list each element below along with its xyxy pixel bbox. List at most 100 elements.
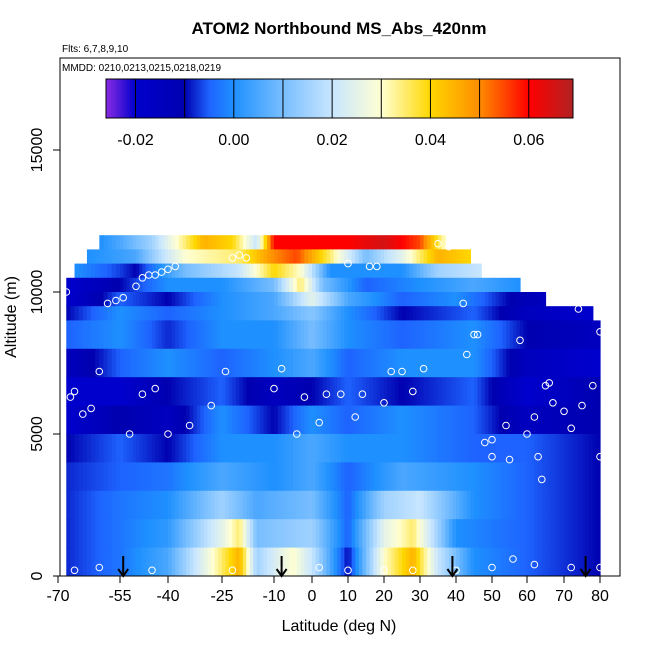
sample-point [409, 387, 417, 396]
colorbar-tick-label: -0.02 [117, 132, 154, 149]
heatmap-cell [82, 377, 88, 407]
heatmap-cell [304, 377, 309, 407]
heatmap-cell [319, 235, 324, 250]
heatmap-cell [355, 434, 360, 463]
heatmap-cell [152, 292, 156, 307]
heatmap-cell [296, 490, 302, 520]
heatmap-cell [398, 277, 403, 293]
heatmap-cell [218, 320, 223, 350]
heatmap-cell [214, 377, 219, 407]
heatmap-cell [456, 348, 461, 378]
heatmap-cell [441, 320, 446, 350]
heatmap-cell [228, 490, 233, 520]
heatmap-cell [326, 277, 331, 293]
heatmap-cell [115, 434, 121, 463]
heatmap-cell [171, 547, 176, 576]
heatmap-cell [222, 320, 227, 350]
heatmap-cell [207, 235, 212, 250]
heatmap-cell [196, 519, 201, 549]
heatmap-cell [182, 434, 187, 463]
heatmap-cell [123, 249, 127, 265]
heatmap-cell [95, 306, 100, 321]
sample-point [502, 421, 510, 430]
heatmap-cell [171, 348, 176, 378]
heatmap-cell [592, 377, 597, 407]
heatmap-cell [355, 235, 360, 250]
heatmap-cell [200, 235, 205, 250]
heatmap-cell [107, 277, 113, 293]
sample-point [373, 262, 381, 271]
heatmap-cell [145, 320, 150, 350]
heatmap-cell [312, 235, 317, 250]
heatmap-cell [578, 462, 583, 492]
heatmap-cell [315, 547, 320, 576]
heatmap-cell [218, 377, 223, 407]
heatmap-cell [556, 490, 561, 520]
heatmap-cell [589, 434, 594, 463]
heatmap-cell [344, 519, 349, 549]
heatmap-cell [126, 348, 131, 378]
heatmap-cell [246, 348, 251, 378]
heatmap-cell [277, 405, 283, 435]
heatmap-cell [409, 519, 414, 549]
x-tick-label: 50 [483, 588, 501, 605]
heatmap-cell [520, 490, 525, 520]
heatmap-cell [499, 519, 504, 549]
heatmap-cell [438, 263, 443, 279]
heatmap-cell [225, 377, 230, 407]
heatmap-cell [242, 235, 247, 250]
heatmap-cell [337, 277, 342, 293]
heatmap-cell [567, 462, 572, 492]
heatmap-cell [474, 547, 479, 576]
heatmap-cell [158, 490, 163, 520]
heatmap-cell [91, 377, 96, 407]
heatmap-cell [380, 462, 385, 492]
heatmap-cell [256, 547, 261, 576]
heatmap-cell [495, 490, 500, 520]
heatmap-cell [333, 249, 338, 265]
x-tick-label: -70 [46, 588, 69, 605]
heatmap-cell [333, 490, 338, 520]
heatmap-cell [274, 490, 279, 520]
heatmap-cell [161, 405, 166, 435]
heatmap-cell [409, 306, 414, 321]
heatmap-cell [477, 434, 482, 463]
heatmap-cell [585, 434, 590, 463]
heatmap-cell [129, 405, 134, 435]
heatmap-cell [589, 462, 594, 492]
flights-label: Flts: 6,7,8,9,10 [62, 44, 129, 55]
heatmap-cell [239, 490, 244, 520]
heatmap-cell [136, 292, 140, 307]
heatmap-cell [222, 405, 227, 435]
heatmap-cell [596, 490, 601, 520]
heatmap-cell [509, 292, 514, 307]
heatmap-cell [463, 377, 468, 407]
heatmap-cell [139, 277, 143, 293]
heatmap-cell [545, 377, 550, 407]
heatmap-cell [416, 292, 421, 307]
heatmap-cell [129, 235, 134, 250]
heatmap-cell [308, 263, 313, 279]
heatmap-cell [178, 377, 183, 407]
heatmap-cell [326, 519, 331, 549]
heatmap-cell [376, 263, 381, 279]
heatmap-cell [242, 547, 247, 576]
heatmap-cell [246, 249, 251, 265]
heatmap-cell [492, 547, 497, 576]
sample-point [164, 265, 172, 274]
heatmap-cell [129, 320, 134, 350]
heatmap-cell [253, 490, 258, 520]
heatmap-cell [560, 434, 565, 463]
heatmap-cell [148, 306, 153, 321]
heatmap-cell [182, 320, 187, 350]
heatmap-cell [274, 434, 279, 463]
sample-point [138, 390, 147, 399]
heatmap-cell [441, 235, 446, 250]
heatmap-cell [423, 235, 428, 250]
heatmap-cell [398, 547, 403, 576]
heatmap-cell [523, 519, 528, 549]
heatmap-cell [139, 292, 143, 307]
heatmap-cell [239, 434, 244, 463]
heatmap-cell [340, 292, 345, 307]
heatmap-cell [260, 249, 265, 265]
